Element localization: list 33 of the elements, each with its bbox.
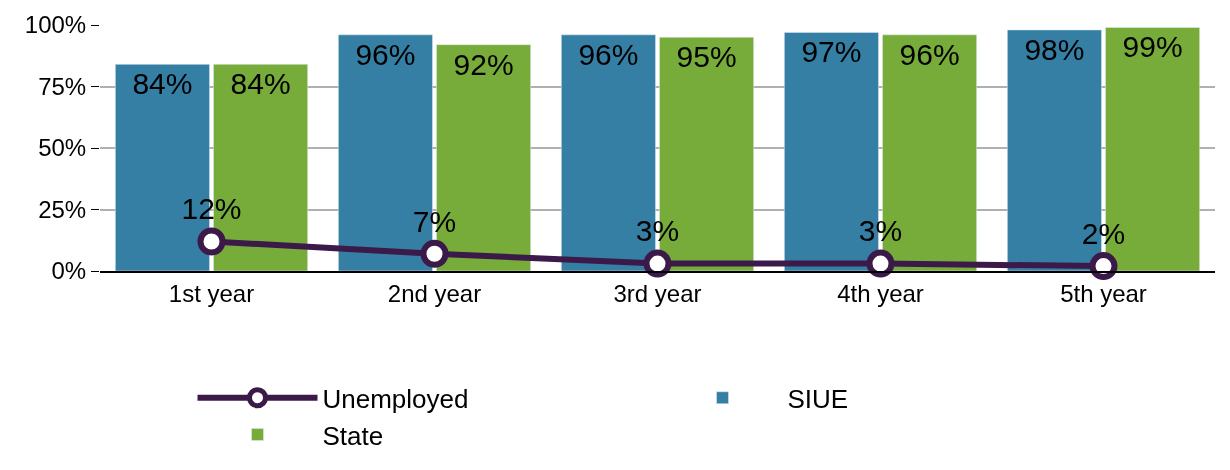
x-tick-label: 3rd year bbox=[613, 279, 702, 307]
data-label: 98% bbox=[1024, 32, 1085, 66]
x-tick-label: 5th year bbox=[1060, 279, 1147, 307]
data-label: 84% bbox=[230, 67, 291, 101]
x-tick-label: 2nd year bbox=[387, 279, 482, 307]
data-label: 3% bbox=[858, 214, 903, 248]
data-label: 7% bbox=[412, 204, 457, 238]
y-tick-label: 75% bbox=[38, 72, 87, 100]
y-tick-label: 50% bbox=[38, 134, 87, 162]
data-label: 92% bbox=[453, 47, 514, 81]
data-label: 99% bbox=[1122, 30, 1183, 64]
legend-label: State bbox=[322, 420, 384, 451]
y-tick-label: 0% bbox=[51, 257, 87, 285]
point bbox=[643, 249, 672, 278]
y-tick-label: 100% bbox=[24, 11, 87, 39]
data-label: 3% bbox=[635, 214, 680, 248]
data-label: 96% bbox=[355, 37, 416, 71]
point bbox=[1089, 252, 1118, 281]
data-label: 84% bbox=[132, 67, 193, 101]
y-tick-label: 25% bbox=[38, 195, 87, 223]
data-label: 2% bbox=[1081, 216, 1126, 250]
legend-label: Unemployed bbox=[322, 383, 469, 414]
point bbox=[420, 239, 449, 268]
x-tick-label: 1st year bbox=[168, 279, 255, 307]
data-label: 97% bbox=[801, 35, 862, 69]
data-label: 96% bbox=[899, 37, 960, 71]
data-label: 96% bbox=[578, 37, 639, 71]
point bbox=[866, 249, 895, 278]
data-label: 12% bbox=[181, 192, 242, 226]
legend-label: SIUE bbox=[787, 383, 849, 414]
x-tick-label: 4th year bbox=[837, 279, 924, 307]
data-label: 95% bbox=[676, 40, 737, 74]
point bbox=[197, 227, 226, 256]
